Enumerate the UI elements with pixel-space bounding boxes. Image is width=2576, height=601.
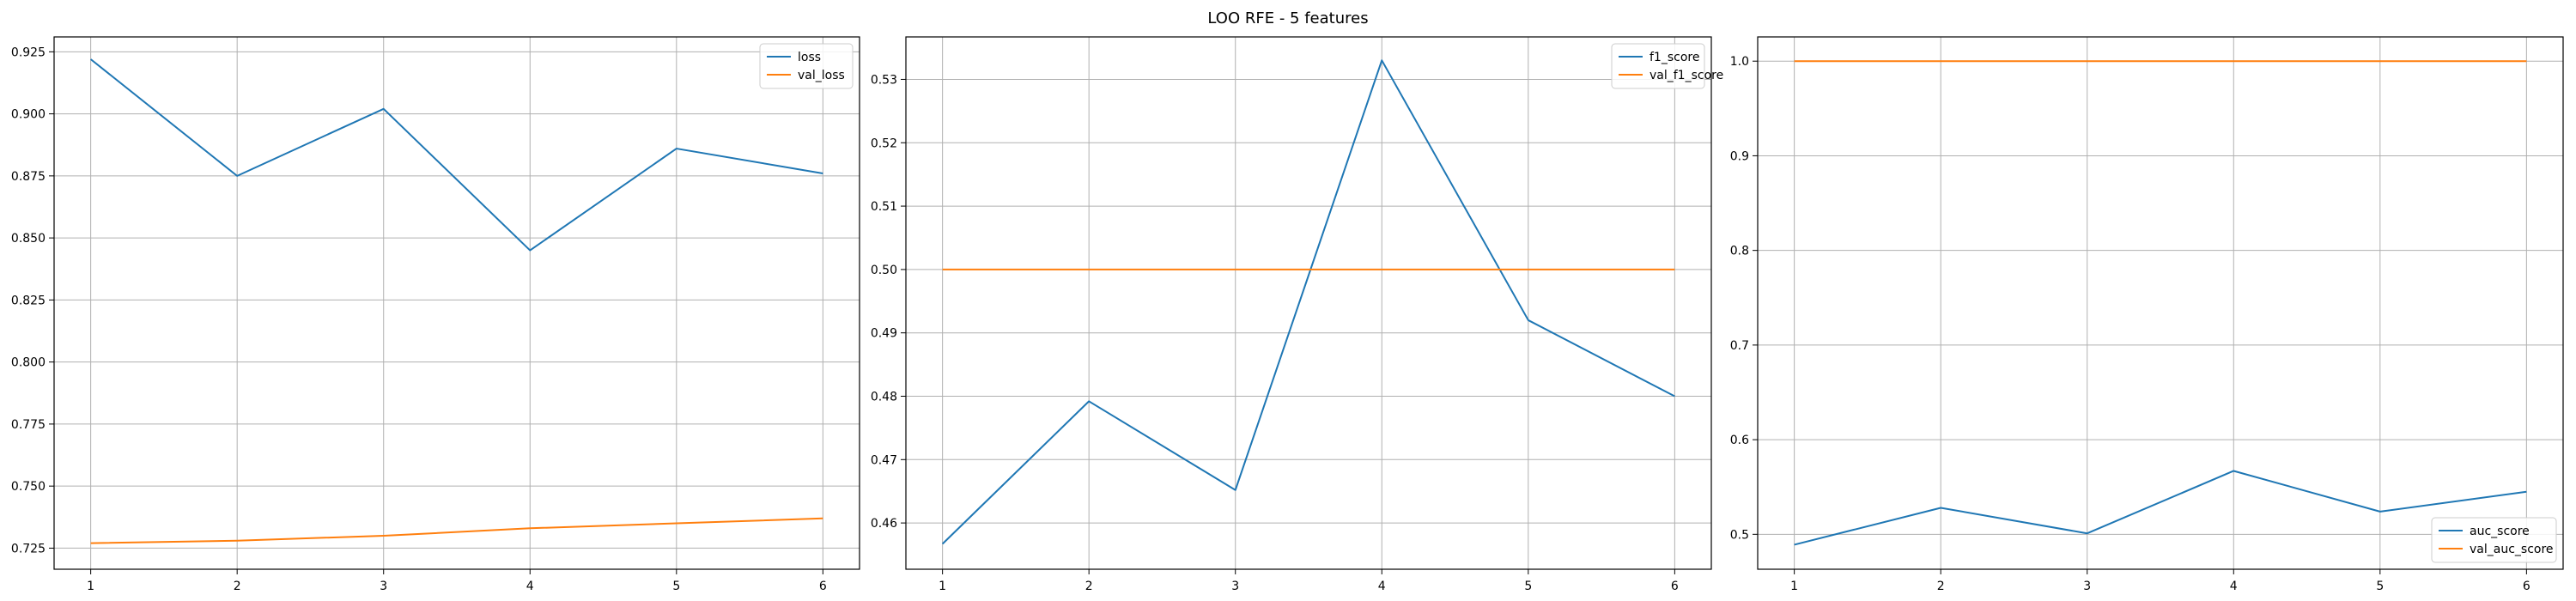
x-tick-label: 3 — [1231, 580, 1239, 593]
legend-label-loss: loss — [798, 51, 821, 64]
legend: auc_score val_auc_score — [2431, 517, 2557, 563]
y-tick-label: 0.48 — [871, 391, 897, 404]
legend-box — [1611, 43, 1705, 89]
y-tick-label: 0.900 — [11, 108, 46, 122]
y-tick-label: 0.7 — [1730, 339, 1749, 353]
y-tick-label: 0.750 — [11, 480, 46, 494]
y-tick-label: 0.49 — [871, 327, 897, 341]
y-tick-label: 0.8 — [1730, 245, 1749, 258]
x-tick-label: 1 — [1790, 580, 1798, 593]
x-tick-label: 1 — [939, 580, 946, 593]
x-tick-label: 2 — [1085, 580, 1093, 593]
series-line-val_loss — [90, 517, 823, 544]
figure-title: LOO RFE - 5 features — [1207, 9, 1369, 27]
x-tick-label: 6 — [2523, 580, 2530, 593]
legend-label-auc_score: auc_score — [2470, 525, 2530, 538]
y-tick-label: 0.925 — [11, 46, 46, 59]
legend-box — [2431, 517, 2557, 563]
chart-panel-3: 1 2 3 4 5 6 0.5 0.6 0.7 0.8 0.9 1.0 auc_score val_auc… — [1730, 36, 2564, 593]
axes-frame — [905, 36, 1712, 570]
y-tick-label: 0.6 — [1730, 434, 1749, 447]
y-tick-label: 0.725 — [11, 542, 46, 555]
legend: f1_score val_f1_score — [1611, 43, 1723, 89]
x-tick-label: 1 — [87, 580, 94, 593]
x-tick-label: 4 — [1378, 580, 1386, 593]
legend-label-val_f1_score: val_f1_score — [1649, 69, 1723, 82]
legend-label-val_auc_score: val_auc_score — [2470, 543, 2554, 556]
legend-box — [759, 43, 854, 89]
y-tick-label: 0.850 — [11, 232, 46, 246]
x-tick-label: 5 — [2376, 580, 2384, 593]
legend-label-f1_score: f1_score — [1649, 51, 1699, 64]
x-tick-label: 5 — [672, 580, 680, 593]
y-tick-label: 0.47 — [871, 453, 897, 467]
y-tick-label: 0.52 — [871, 137, 897, 150]
legend: loss val_loss — [759, 43, 854, 89]
series-line-loss — [90, 58, 823, 252]
legend-label-val_loss: val_loss — [798, 69, 845, 82]
y-tick-label: 1.0 — [1730, 55, 1749, 69]
y-tick-label: 0.51 — [871, 200, 897, 214]
y-tick-label: 0.46 — [871, 517, 897, 531]
y-tick-label: 0.5 — [1730, 528, 1749, 542]
x-tick-label: 2 — [234, 580, 241, 593]
x-tick-label: 6 — [819, 580, 827, 593]
axes-frame — [1757, 36, 2564, 570]
y-tick-label: 0.9 — [1730, 149, 1749, 163]
x-tick-label: 3 — [380, 580, 387, 593]
x-tick-label: 3 — [2083, 580, 2091, 593]
y-tick-label: 0.50 — [871, 264, 897, 277]
y-tick-label: 0.875 — [11, 170, 46, 184]
x-tick-label: 6 — [1671, 580, 1679, 593]
x-tick-label: 4 — [526, 580, 534, 593]
chart-panel-2: 1 2 3 4 5 6 0.46 0.47 0.48 0.49 0.50 0.51 0.52 0.53 f1… — [871, 36, 1723, 593]
y-tick-label: 0.53 — [871, 73, 897, 87]
x-tick-label: 4 — [2230, 580, 2238, 593]
y-tick-label: 0.775 — [11, 418, 46, 432]
y-tick-label: 0.800 — [11, 356, 46, 370]
x-tick-label: 2 — [1937, 580, 1945, 593]
chart-panel-1: 1 2 3 4 5 6 0.725 0.750 0.775 0.800 0.825 0.850 0.87… — [11, 36, 860, 593]
y-tick-label: 0.825 — [11, 294, 46, 307]
series-line-f1_score — [941, 59, 1675, 545]
axes-frame — [53, 36, 860, 570]
x-tick-label: 5 — [1524, 580, 1532, 593]
series-line-auc_score — [1794, 470, 2527, 546]
